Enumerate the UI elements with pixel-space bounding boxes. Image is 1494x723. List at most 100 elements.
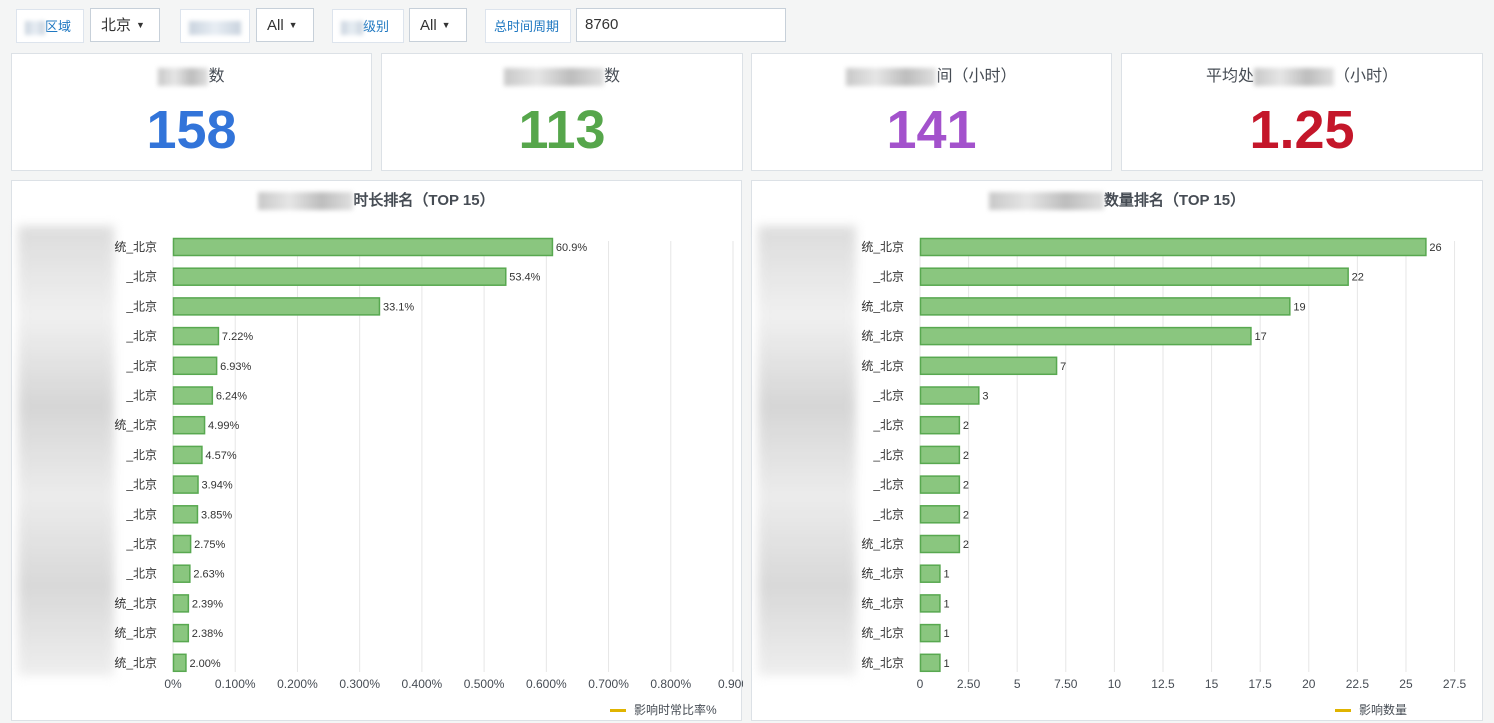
category-label: _北京 <box>125 299 157 313</box>
bar-value-label: 3.94% <box>202 480 233 492</box>
x-tick-label: 0.900 <box>718 677 743 691</box>
bar[interactable] <box>919 237 1427 257</box>
count-ranking-chart-panel: 数量排名（TOP 15） 0 2.50 5 7.50 10 12.5 15 17.5 20 22.… <box>751 180 1483 721</box>
bar[interactable] <box>172 623 190 643</box>
bar[interactable] <box>172 237 554 257</box>
x-tick-label: 10 <box>1108 677 1122 691</box>
bar-value-label: 6.93% <box>220 361 251 373</box>
category-label: 统_北京 <box>861 537 904 551</box>
bar[interactable] <box>172 475 199 494</box>
bar[interactable] <box>919 297 1291 316</box>
bar[interactable] <box>919 653 941 673</box>
x-tick-label: 25 <box>1399 677 1413 691</box>
category-label: 统_北京 <box>861 596 904 610</box>
bar[interactable] <box>172 445 203 465</box>
bar[interactable] <box>172 594 190 613</box>
chart-title: 数量排名（TOP 15） <box>752 189 1482 211</box>
bar[interactable] <box>919 356 1058 376</box>
bar-value-label: 60.9% <box>556 242 587 254</box>
bar[interactable] <box>172 653 187 673</box>
system-select-value: All <box>267 17 284 34</box>
system-select[interactable]: All ▼ <box>256 8 314 42</box>
stat-value: 1.25 <box>1249 100 1355 160</box>
redacted-category-labels <box>758 226 856 676</box>
category-label: 统_北京 <box>861 567 904 581</box>
bar[interactable] <box>172 326 220 346</box>
bar[interactable] <box>919 267 1349 286</box>
stat-title: 数 <box>382 62 742 86</box>
category-label: _北京 <box>125 329 157 343</box>
bar-value-label: 53.4% <box>509 272 540 284</box>
stat-value: 141 <box>886 100 977 160</box>
redacted-text <box>503 67 604 86</box>
bar[interactable] <box>919 445 961 465</box>
stat-title: 平均处 （小时） <box>1205 67 1399 86</box>
x-tick-label: 0.200% <box>277 677 318 691</box>
bar[interactable] <box>919 505 961 524</box>
chart-legend[interactable]: 影响数量 <box>1335 701 1407 718</box>
level-select[interactable]: All ▼ <box>409 8 467 42</box>
category-label: 统_北京 <box>114 240 157 254</box>
chart-legend[interactable]: 影响时常比率% <box>610 701 717 718</box>
redacted-text <box>25 20 45 35</box>
x-tick-label: 22.5 <box>1346 677 1370 691</box>
redacted-text <box>189 20 241 35</box>
x-tick-label: 12.5 <box>1151 677 1175 691</box>
stat-panel-1: 数 158 <box>11 53 372 171</box>
chart-title: 时长排名（TOP 15） <box>12 189 741 211</box>
bar-value-label: 2 <box>963 450 969 462</box>
stat-title: 间（小时） <box>752 62 1111 86</box>
category-label: _北京 <box>125 359 157 373</box>
category-label: _北京 <box>872 448 904 462</box>
bar-value-label: 6.24% <box>216 391 247 403</box>
bar-value-label: 4.57% <box>205 450 236 462</box>
category-label: 统_北京 <box>114 656 157 670</box>
redacted-text <box>258 192 354 211</box>
bar[interactable] <box>172 386 214 405</box>
region-select-value: 北京 <box>101 17 132 34</box>
redacted-category-labels <box>18 226 114 676</box>
bar[interactable] <box>919 415 961 435</box>
bar-value-label: 2.63% <box>193 569 224 581</box>
bar[interactable] <box>919 623 941 643</box>
x-tick-label: 0.800% <box>650 677 691 691</box>
bar-value-label: 19 <box>1293 301 1305 313</box>
x-tick-label: 0.500% <box>464 677 505 691</box>
stat-panel-3: 间（小时） 141 <box>751 53 1112 171</box>
redacted-text <box>158 67 209 86</box>
chevron-down-icon: ▼ <box>441 20 451 30</box>
bar[interactable] <box>172 534 192 554</box>
bar[interactable] <box>919 326 1252 346</box>
bar[interactable] <box>919 475 961 494</box>
region-select[interactable]: 北京 ▼ <box>90 8 160 42</box>
stat-value: 113 <box>518 100 606 160</box>
bar-value-label: 2 <box>963 539 969 551</box>
category-label: 统_北京 <box>861 329 904 343</box>
x-tick-label: 0.600% <box>526 677 567 691</box>
x-tick-label: 0.100% <box>215 677 256 691</box>
stat-panel-2: 数 113 <box>381 53 743 171</box>
bar-value-label: 2 <box>963 509 969 521</box>
bar-value-label: 1 <box>943 658 949 670</box>
category-label: _北京 <box>872 270 904 284</box>
category-label: _北京 <box>872 418 904 432</box>
category-label: 统_北京 <box>114 418 157 432</box>
duration-ranking-chart-panel: 时长排名（TOP 15） 0% 0.100% 0.200% 0.300% 0.400% 0… <box>11 180 743 721</box>
x-tick-label: 0.400% <box>402 677 443 691</box>
bar[interactable] <box>919 594 941 613</box>
bar-value-label: 2.38% <box>192 628 223 640</box>
bar[interactable] <box>172 297 381 316</box>
period-input[interactable]: 8760 <box>576 8 786 42</box>
bar[interactable] <box>919 386 980 405</box>
bar[interactable] <box>172 415 206 435</box>
x-tick-label: 2.50 <box>957 677 981 691</box>
bar[interactable] <box>172 267 507 286</box>
bar[interactable] <box>172 564 191 583</box>
bar-value-label: 4.99% <box>208 420 239 432</box>
bar[interactable] <box>172 356 218 376</box>
x-tick-label: 17.5 <box>1248 677 1272 691</box>
category-label: 统_北京 <box>114 596 157 610</box>
bar[interactable] <box>919 564 941 583</box>
bar[interactable] <box>172 505 199 524</box>
bar[interactable] <box>919 534 961 554</box>
